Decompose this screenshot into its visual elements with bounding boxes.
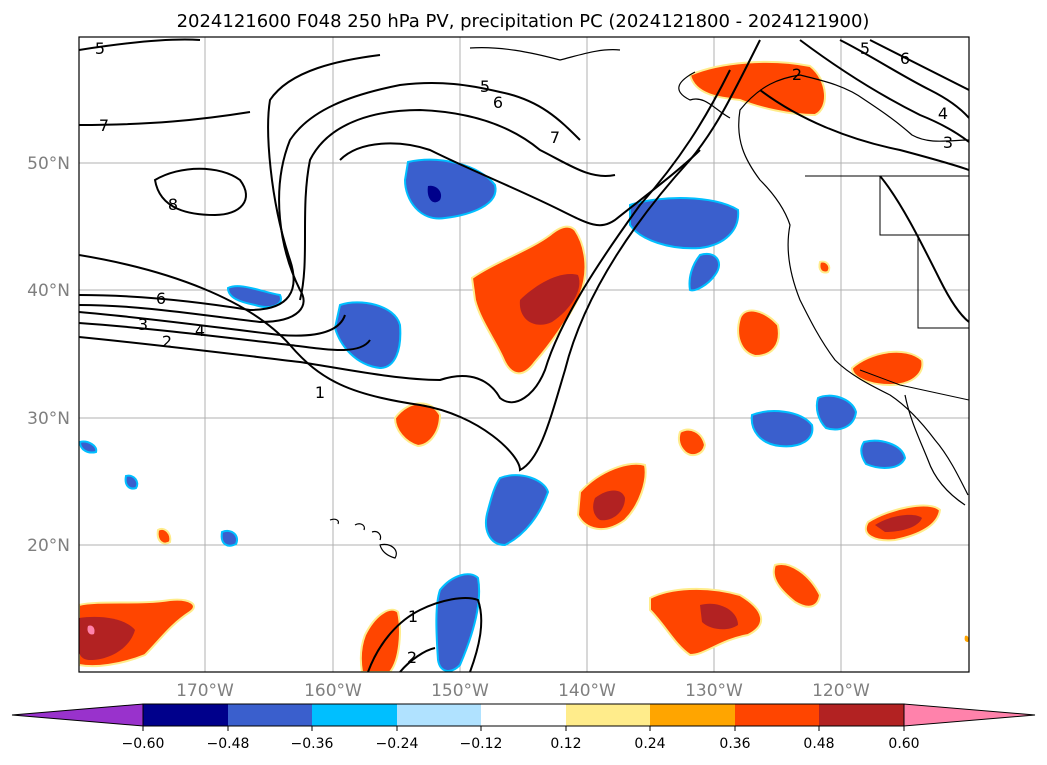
pv-contour-8: [153, 167, 247, 217]
colorbar-tick-label: −0.24: [376, 736, 419, 752]
lon-label-140w: 140°W: [558, 681, 616, 701]
pv-label: 2: [792, 65, 802, 84]
colorbar-extend-max: [903, 703, 1036, 727]
colorbar-segment: [481, 704, 566, 726]
pv-label: 4: [195, 321, 205, 340]
colorbar-tick-label: −0.48: [207, 736, 250, 752]
lon-label-130w: 130°W: [685, 681, 743, 701]
map-frame: [78, 36, 970, 673]
pv-label: 6: [493, 93, 503, 112]
precip-positive-areas: [79, 60, 969, 672]
lon-label-160w: 160°W: [304, 681, 362, 701]
lat-label-50n: 50°N: [27, 154, 70, 174]
pv-label: 4: [938, 104, 948, 123]
pv-contour-3b: [759, 89, 969, 171]
pv-label: 7: [550, 128, 560, 147]
colorbar-tick-label: 0.48: [803, 736, 834, 752]
pv-contour-2c: [399, 647, 436, 672]
pv-label: 6: [156, 289, 166, 308]
pv-label: 6: [900, 49, 910, 68]
pv-contour-7b: [339, 142, 701, 227]
colorbar-tick-label: −0.12: [460, 736, 503, 752]
pv-contour-6b: [869, 39, 969, 91]
colorbar-segment: [819, 704, 904, 726]
lon-label-170w: 170°W: [176, 681, 234, 701]
pv-label: 3: [138, 315, 148, 334]
pv-label: 2: [407, 648, 417, 667]
pv-label: 1: [408, 607, 418, 626]
colorbar-tick-label: 0.12: [550, 736, 581, 752]
pv-label: 5: [95, 39, 105, 58]
pv-contour-5: [79, 81, 581, 324]
colorbar-segment: [397, 704, 481, 726]
lat-label-20n: 20°N: [27, 536, 70, 556]
pv-label: 3: [943, 133, 953, 152]
hawaii-islands: [329, 518, 397, 559]
pv-contour-7: [299, 108, 616, 301]
colorbar-tick-label: 0.60: [888, 736, 919, 752]
colorbar: −0.60 −0.48 −0.36 −0.24 −0.12 0.12 0.24 …: [11, 703, 1036, 752]
figure-title: 2024121600 F048 250 hPa PV, precipitatio…: [177, 11, 870, 32]
lat-label-30n: 30°N: [27, 409, 70, 429]
colorbar-segment: [566, 704, 650, 726]
us-border: [805, 175, 969, 401]
coastlines: [469, 47, 969, 506]
colorbar-segment: [650, 704, 735, 726]
colorbar-tick-labels: −0.60 −0.48 −0.36 −0.24 −0.12 0.12 0.24 …: [122, 736, 920, 752]
lon-label-150w: 150°W: [431, 681, 489, 701]
pv-contour-2: [79, 69, 731, 404]
colorbar-tick-label: 0.24: [634, 736, 665, 752]
pv-label: 8: [168, 195, 178, 214]
longitude-labels: 170°W 160°W 150°W 140°W 130°W 120°W: [176, 681, 870, 701]
colorbar-tick-label: −0.60: [122, 736, 165, 752]
pv-contour-1b: [879, 175, 969, 323]
colorbar-segment: [312, 704, 397, 726]
pv-label: 5: [860, 39, 870, 58]
map-panel: 1 2 3 4 5 6 6 7 7 8 5 2 5 6 4 3 1 2: [78, 36, 970, 673]
pv-contour-6: [79, 54, 381, 312]
colorbar-segment: [228, 704, 312, 726]
pv-contours: [79, 38, 969, 672]
colorbar-segment: [735, 704, 819, 726]
pv-contour-labels: 1 2 3 4 5 6 6 7 7 8 5 2 5 6 4 3 1 2: [95, 39, 953, 667]
colorbar-segment: [143, 704, 228, 726]
pv-label: 7: [99, 116, 109, 135]
precip-negative-areas: [79, 158, 907, 672]
lat-label-40n: 40°N: [27, 281, 70, 301]
pv-contour-2b: [367, 597, 483, 672]
pv-contour-4: [79, 311, 346, 337]
lon-label-120w: 120°W: [812, 681, 870, 701]
pv-label: 5: [480, 77, 490, 96]
pv-contour-5c: [839, 39, 969, 119]
pv-contour-7c: [79, 111, 251, 126]
latitude-labels: 50°N 40°N 30°N 20°N: [27, 154, 70, 556]
colorbar-extend-min: [11, 703, 144, 727]
pv-contour-1: [79, 39, 761, 472]
pv-contour-4b: [799, 39, 969, 143]
pv-contour-3: [79, 322, 371, 351]
pv-label: 1: [315, 383, 325, 402]
colorbar-tick-label: 0.36: [719, 736, 750, 752]
colorbar-ticks: [142, 726, 905, 731]
colorbar-tick-label: −0.36: [291, 736, 334, 752]
pv-label: 2: [162, 332, 172, 351]
pv-contour-5b: [79, 38, 201, 51]
